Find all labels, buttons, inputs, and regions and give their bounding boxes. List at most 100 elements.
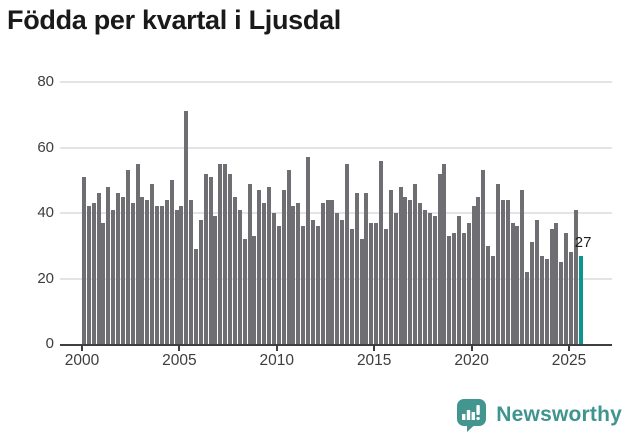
logo-exclamation-stem	[476, 405, 481, 415]
x-tick-2005	[178, 346, 181, 351]
bar-quarter	[310, 219, 315, 344]
x-tick-2020	[470, 346, 473, 351]
y-axis-label-20: 20	[37, 269, 54, 287]
bar-quarter	[573, 209, 578, 344]
bar-quarter	[174, 209, 179, 344]
bar-quarter	[359, 239, 364, 344]
newsworthy-logo-icon	[457, 399, 487, 432]
bar-quarter	[140, 196, 145, 344]
bar-quarter	[398, 186, 403, 344]
bar-quarter	[461, 232, 466, 344]
bar-quarter	[427, 213, 432, 344]
bar-quarter	[130, 203, 135, 344]
bar-quarter	[116, 193, 121, 344]
bar-quarter	[86, 206, 91, 344]
bar-quarter	[408, 199, 413, 344]
bar-quarter	[515, 226, 520, 344]
brand-name: Newsworthy	[496, 403, 622, 426]
bar-quarter	[155, 206, 160, 344]
bar-quarter	[456, 216, 461, 344]
bar-quarter	[471, 206, 476, 344]
bar-quarter	[111, 209, 116, 344]
bar-quarter	[403, 196, 408, 344]
bar-highlighted-latest-quarter	[578, 255, 583, 344]
x-axis-line	[60, 344, 612, 346]
bar-quarter	[145, 199, 150, 344]
bar-quarter	[559, 262, 564, 344]
bar-quarter	[476, 196, 481, 344]
bar-quarter	[505, 199, 510, 344]
bar-quarter	[374, 222, 379, 344]
bar-quarter	[354, 193, 359, 344]
bar-quarter	[330, 199, 335, 344]
bar-quarter	[271, 213, 276, 344]
bar-quarter	[164, 199, 169, 344]
bar-quarter	[466, 222, 471, 344]
bar-quarter	[491, 255, 496, 344]
bar-quarter	[213, 216, 218, 344]
bar-quarter	[262, 203, 267, 344]
bar-quarter	[169, 180, 174, 344]
bar-quarter	[383, 229, 388, 344]
bar-quarter	[159, 206, 164, 344]
bar-quarter	[306, 157, 311, 344]
bar-quarter	[218, 163, 223, 344]
bar-quarter	[500, 199, 505, 344]
x-axis-label-2015: 2015	[356, 352, 392, 369]
bar-quarter	[189, 199, 194, 344]
bar-quarter	[340, 219, 345, 344]
bar-quarter	[432, 216, 437, 344]
bar-quarter	[413, 183, 418, 344]
y-axis-label-0: 0	[45, 335, 54, 352]
bar-quarter	[549, 229, 554, 344]
bar-quarter	[179, 206, 184, 344]
x-axis-label-2000: 2000	[64, 352, 100, 369]
bar-quarter	[495, 183, 500, 344]
logo-bar-medium	[471, 412, 476, 420]
bar-quarter	[91, 203, 96, 344]
bar-quarter	[564, 232, 569, 344]
bar-quarter	[184, 111, 189, 344]
bar-quarter	[203, 173, 208, 344]
bar-quarter	[437, 173, 442, 344]
gridline-y-80	[60, 81, 612, 83]
bar-quarter	[418, 203, 423, 344]
bar-quarter	[388, 190, 393, 344]
bar-quarter	[447, 235, 452, 344]
bar-quarter	[569, 252, 573, 344]
bar-quarter	[325, 199, 330, 344]
brand-footer: Newsworthy	[456, 398, 622, 432]
x-axis-label-2005: 2005	[162, 352, 197, 369]
bar-quarter	[530, 242, 535, 344]
bar-quarter	[267, 186, 272, 344]
bar-quarter	[106, 186, 111, 344]
y-axis-label-80: 80	[37, 73, 54, 90]
x-tick-2025	[568, 346, 570, 351]
bar-quarter	[82, 176, 86, 344]
bar-quarter	[320, 203, 325, 344]
bar-quarter	[257, 190, 262, 344]
x-tick-2010	[275, 346, 278, 351]
bar-quarter	[510, 222, 515, 344]
bar-quarter	[554, 222, 559, 344]
bar-quarter	[525, 271, 530, 344]
bar-quarter	[101, 222, 106, 344]
bar-quarter	[223, 163, 228, 344]
logo-bar-small	[462, 414, 466, 420]
bar-quarter	[296, 203, 301, 344]
bar-quarter	[379, 160, 384, 344]
bar-quarter	[544, 258, 549, 344]
bar-quarter	[364, 193, 369, 344]
bar-quarter	[422, 209, 427, 344]
bar-quarter	[301, 226, 306, 344]
logo-exclamation-dot	[476, 417, 481, 420]
x-tick-2015	[373, 346, 376, 351]
bar-quarter	[276, 226, 281, 344]
bar-quarter	[198, 219, 203, 344]
x-axis-label-2025: 2025	[551, 352, 587, 369]
bar-quarter	[349, 229, 354, 344]
bar-quarter	[286, 170, 291, 344]
x-axis-label-2020: 2020	[454, 352, 489, 369]
logo-bar-tall	[467, 410, 471, 420]
